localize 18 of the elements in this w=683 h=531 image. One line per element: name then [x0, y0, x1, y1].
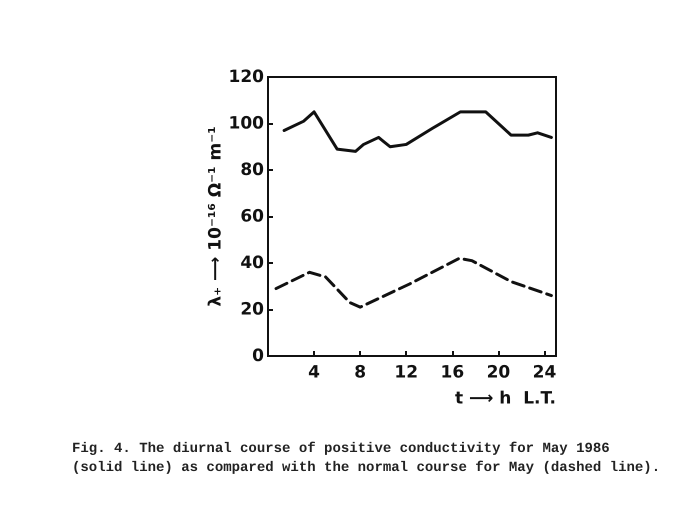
- y-tick-label: 120: [228, 67, 264, 87]
- x-tick-label: 8: [354, 362, 366, 382]
- y-tick-label: 20: [240, 300, 264, 320]
- line-series: [274, 256, 553, 309]
- y-tick-label: 60: [240, 206, 264, 226]
- y-tick-label: 80: [240, 160, 264, 180]
- x-tick-label: 16: [440, 362, 464, 382]
- y-tick-label: 0: [252, 346, 264, 366]
- y-axis-title: λ₊ ⟶ 10⁻¹⁶ Ω⁻¹ m⁻¹: [206, 126, 226, 307]
- y-tick-label: 100: [228, 114, 264, 134]
- x-tick-label: 4: [308, 362, 320, 382]
- y-tick-label: 40: [240, 253, 264, 273]
- x-tick-label: 20: [486, 362, 510, 382]
- x-tick-label: 24: [532, 362, 556, 382]
- x-axis-title: t ⟶ h L.T.: [454, 388, 556, 408]
- caption: Fig. 4. The diurnal course of positive conductivity for May 1986 (solid line) as compared with the normal course for May (dashed line).: [72, 440, 662, 478]
- x-tick-label: 12: [394, 362, 418, 382]
- line-series: [282, 110, 553, 153]
